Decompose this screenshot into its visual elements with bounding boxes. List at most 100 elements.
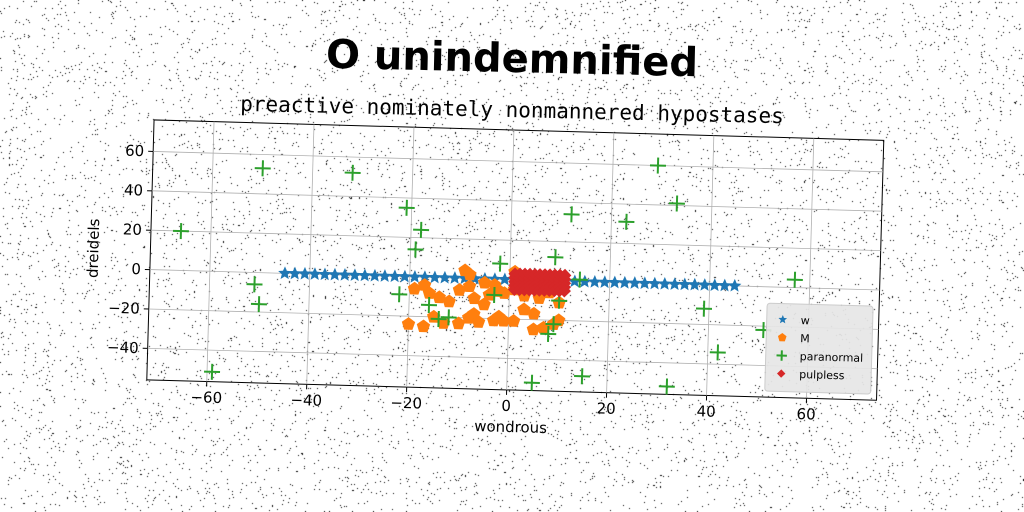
point-m xyxy=(551,313,566,327)
point-w xyxy=(318,267,332,281)
point-w xyxy=(708,278,722,292)
legend-label: paranormal xyxy=(800,350,864,365)
point-paranormal xyxy=(250,296,267,313)
point-m xyxy=(463,267,477,281)
point-m xyxy=(462,279,477,293)
x-tick-label: −40 xyxy=(290,391,322,410)
point-w xyxy=(698,278,712,291)
legend-label: pulpless xyxy=(799,368,845,382)
point-paranormal xyxy=(440,309,457,326)
legend-marker xyxy=(778,314,788,324)
point-w xyxy=(448,271,462,284)
point-w xyxy=(328,267,342,281)
series-paranormal-group xyxy=(172,157,803,395)
point-m xyxy=(432,290,446,304)
point-paranormal xyxy=(695,300,713,317)
x-tick-label: −20 xyxy=(390,394,422,413)
point-m xyxy=(451,316,466,330)
point-m xyxy=(416,319,431,333)
series-pulpless-group xyxy=(507,267,572,298)
point-m xyxy=(422,286,437,299)
y-tick-label: 20 xyxy=(123,220,143,239)
point-paranormal xyxy=(172,223,189,240)
legend-label: M xyxy=(800,332,810,345)
point-m xyxy=(477,297,491,311)
axes-frame xyxy=(146,119,885,401)
legend-label: w xyxy=(801,314,810,327)
point-w xyxy=(348,268,362,282)
point-m xyxy=(526,322,541,336)
point-m xyxy=(506,314,521,327)
x-gridline xyxy=(606,132,615,393)
point-m xyxy=(517,302,531,316)
legend-marker xyxy=(776,350,787,361)
point-paranormal xyxy=(709,344,726,361)
point-w xyxy=(688,277,702,291)
y-gridline xyxy=(147,347,878,370)
point-m xyxy=(527,306,541,320)
point-w xyxy=(578,274,592,288)
point-w xyxy=(398,269,412,283)
point-paranormal xyxy=(492,255,509,272)
point-paranormal xyxy=(563,206,580,223)
x-tick-label: −60 xyxy=(190,388,222,407)
point-paranormal xyxy=(420,296,438,313)
plot-area: −60 −40 −20 0 20 40 60 −40 −20 0 20 40 60 wondrous dre… xyxy=(84,119,885,437)
point-m xyxy=(496,313,511,327)
point-w xyxy=(378,269,392,282)
point-w xyxy=(418,270,432,284)
point-m xyxy=(467,291,481,305)
point-w xyxy=(458,271,472,285)
point-m xyxy=(471,315,486,328)
point-w xyxy=(598,275,612,289)
y-tick-label: −20 xyxy=(108,299,140,318)
point-w xyxy=(658,276,672,290)
point-paranormal xyxy=(486,286,503,303)
point-paranormal xyxy=(618,213,635,230)
x-tick-label: 40 xyxy=(696,402,716,421)
x-gridline xyxy=(406,127,415,388)
point-paranormal xyxy=(668,195,685,212)
legend-box xyxy=(764,302,874,395)
y-gridline xyxy=(153,151,883,173)
point-w xyxy=(648,276,662,290)
point-m xyxy=(452,283,467,296)
point-paranormal xyxy=(398,199,415,216)
point-w xyxy=(728,278,742,292)
legend-marker xyxy=(777,332,787,342)
x-tick-label: 60 xyxy=(796,405,816,424)
point-w xyxy=(368,268,382,282)
x-tick-label: 0 xyxy=(501,397,511,415)
x-gridline xyxy=(506,129,515,390)
point-paranormal xyxy=(649,157,666,174)
point-m xyxy=(401,317,416,330)
point-paranormal xyxy=(246,276,263,293)
point-w xyxy=(498,272,512,286)
y-tick-label: 60 xyxy=(125,142,145,161)
point-w xyxy=(638,276,652,290)
y-gridline xyxy=(152,190,882,212)
y-tick-label: 40 xyxy=(124,181,144,200)
point-w xyxy=(358,268,372,282)
point-paranormal xyxy=(545,316,562,333)
point-paranormal xyxy=(523,374,540,391)
point-paranormal xyxy=(571,271,588,288)
point-paranormal xyxy=(344,164,361,181)
point-w xyxy=(618,275,632,289)
y-tick-label: 0 xyxy=(131,260,141,278)
point-w xyxy=(338,268,352,281)
legend-marker xyxy=(777,369,786,378)
point-paranormal xyxy=(407,241,424,258)
x-gridline xyxy=(206,121,215,382)
point-m xyxy=(487,278,502,291)
point-w xyxy=(428,270,442,284)
point-paranormal xyxy=(430,311,447,328)
x-gridline xyxy=(706,135,715,396)
x-tick-label: 20 xyxy=(596,399,616,418)
y-tick-label: −40 xyxy=(107,338,139,357)
point-w xyxy=(388,269,402,283)
point-m xyxy=(477,275,492,289)
